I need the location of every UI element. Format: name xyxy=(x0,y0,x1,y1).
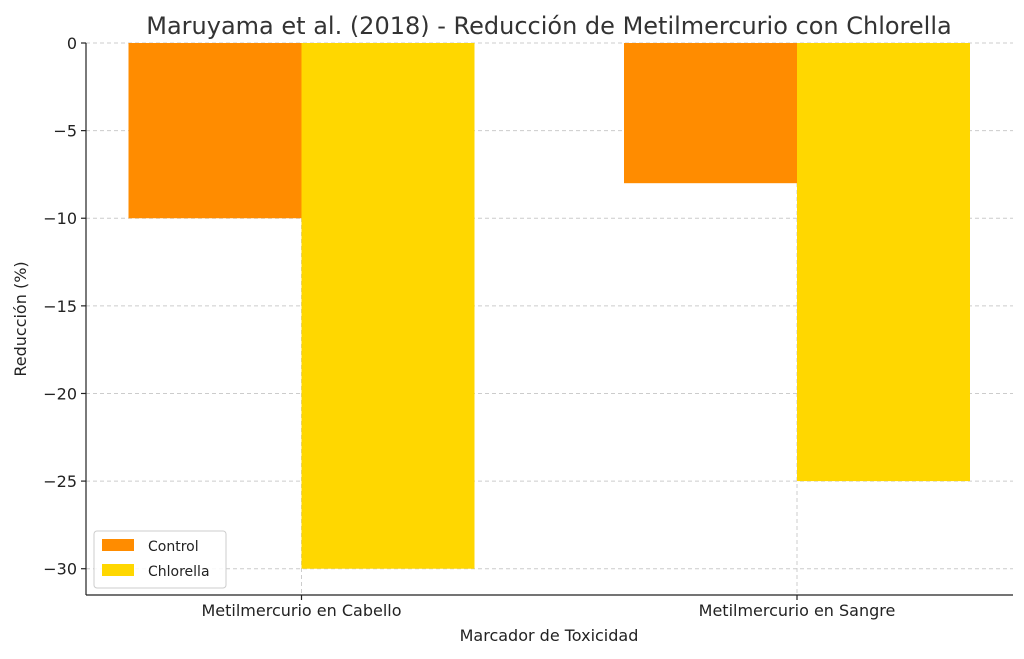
y-ticks: 0 −5 −10 −15 −20 −25 −30 xyxy=(43,34,86,579)
x-tick-label: Metilmercurio en Cabello xyxy=(201,601,401,620)
bars xyxy=(128,43,970,569)
bar-chlorella-1 xyxy=(301,43,475,569)
x-ticks: Metilmercurio en Cabello Metilmercurio en… xyxy=(201,595,895,620)
x-axis-label: Marcador de Toxicidad xyxy=(460,626,639,645)
chart-title: Maruyama et al. (2018) - Reducción de Me… xyxy=(146,12,951,40)
y-axis-label: Reducción (%) xyxy=(11,261,30,376)
bar-control-1 xyxy=(128,43,302,219)
y-tick-label: 0 xyxy=(67,34,77,53)
legend-swatch-chlorella xyxy=(102,564,134,576)
axes xyxy=(85,43,1013,596)
legend-label-control: Control xyxy=(148,539,199,555)
y-tick-label: −5 xyxy=(53,122,77,141)
y-tick-label: −30 xyxy=(43,560,77,579)
legend-label-chlorella: Chlorella xyxy=(148,564,210,580)
y-tick-label: −25 xyxy=(43,472,77,491)
bar-chlorella-2 xyxy=(797,43,970,482)
legend: Control Chlorella xyxy=(93,530,227,589)
bar-control-2 xyxy=(624,43,797,184)
y-tick-label: −15 xyxy=(43,297,77,316)
legend-swatch-control xyxy=(102,539,134,551)
y-tick-label: −10 xyxy=(43,209,77,228)
x-tick-label: Metilmercurio en Sangre xyxy=(699,601,896,620)
y-tick-label: −20 xyxy=(43,384,77,403)
